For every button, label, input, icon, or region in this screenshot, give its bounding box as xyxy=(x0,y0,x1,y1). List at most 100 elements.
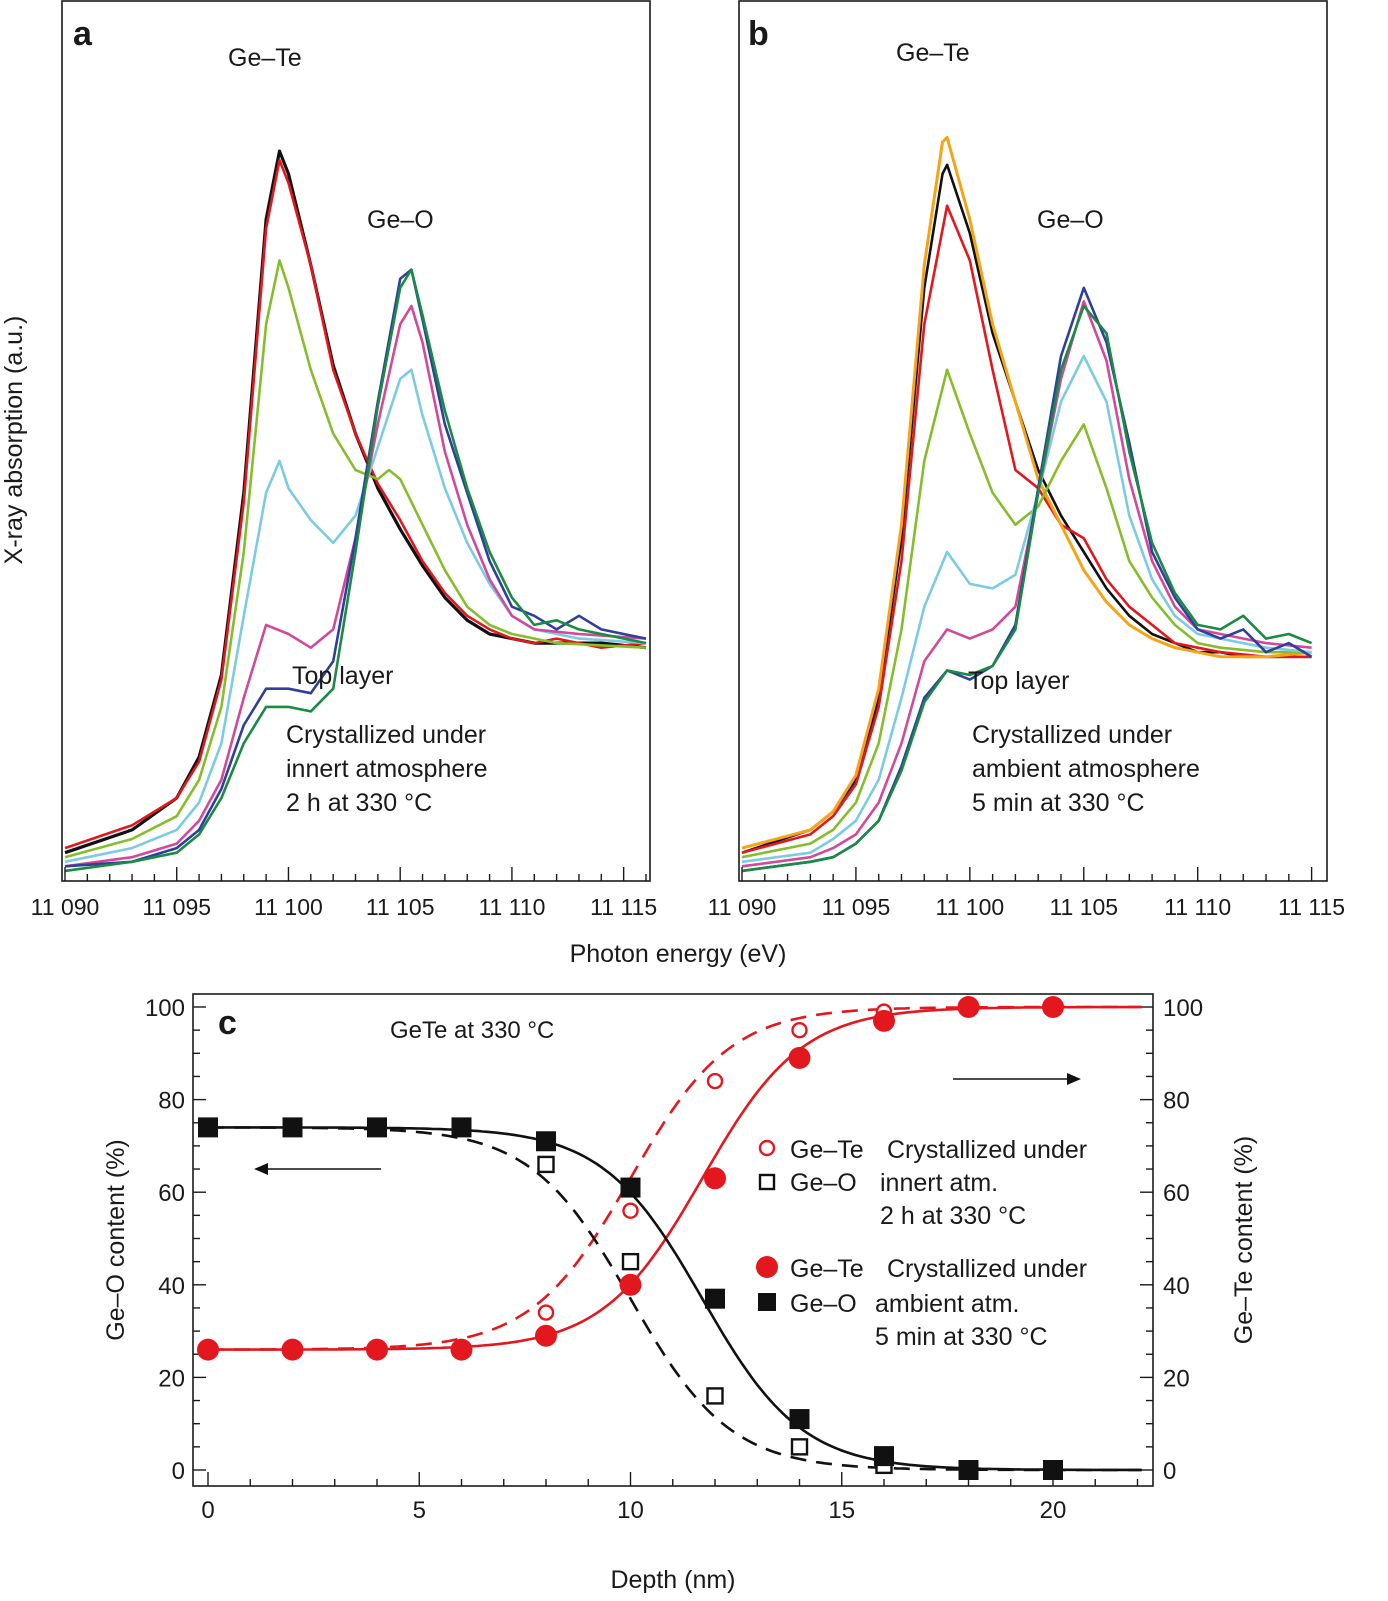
marker-ge-te-ambient xyxy=(788,1046,811,1069)
x-tick-label-a: 11 115 xyxy=(590,894,657,920)
panel-b-condition-line-1: Crystallized under xyxy=(972,721,1172,749)
fit-line-ge-o-ambient-fit xyxy=(208,1126,1142,1472)
panel-c-frame xyxy=(192,993,1154,1487)
panel-c-annotation: GeTe at 330 °C xyxy=(390,1017,554,1044)
spectrum-b-layer-2 xyxy=(741,204,1312,854)
spectrum-a-layer-4 xyxy=(64,368,647,864)
marker-ge-o-ambient xyxy=(874,1446,894,1467)
y-right-tick-label: 80 xyxy=(1163,1088,1190,1115)
marker-ge-te-innert xyxy=(791,1021,808,1039)
marker-ge-te-ambient xyxy=(535,1324,557,1347)
x-tick-label-b: 11 095 xyxy=(822,894,891,920)
panel-b-curves xyxy=(741,135,1313,873)
panel-a-condition-line-3: 2 h at 330 °C xyxy=(286,789,432,817)
legend-innert-line-1: Crystallized under xyxy=(887,1136,1087,1164)
legend-ambient-line-1: Crystallized under xyxy=(887,1255,1087,1283)
x-tick-label-a: 11 105 xyxy=(366,894,435,920)
y-right-tick-label: 0 xyxy=(1163,1458,1176,1485)
x-tick-label-a: 11 100 xyxy=(254,894,323,920)
x-tick-label: 15 xyxy=(828,1497,855,1524)
marker-ge-o-ambient xyxy=(958,1460,979,1480)
panel-a-condition-line-1: Crystallized under xyxy=(286,721,486,749)
panels-ab-x-axis-label: Photon energy (eV) xyxy=(570,940,787,968)
x-tick-label-a: 11 095 xyxy=(142,894,211,920)
x-tick-label-a: 11 090 xyxy=(31,894,100,920)
panel-c-y-axis-label-left: Ge–O content (%) xyxy=(102,1139,130,1340)
panel-c-letter: c xyxy=(218,1004,237,1042)
x-tick-label: 0 xyxy=(201,1497,214,1524)
marker-ge-o-ambient xyxy=(1043,1460,1063,1480)
legend-innert-ge-te: Ge–Te xyxy=(790,1136,864,1164)
panel-a-condition-line-2: innert atmosphere xyxy=(286,755,488,783)
legend-innert-line-3: 2 h at 330 °C xyxy=(880,1202,1026,1230)
marker-ge-o-innert xyxy=(706,1387,724,1405)
legend-open-circle-icon xyxy=(758,1139,776,1157)
legend-filled-square-icon xyxy=(758,1293,776,1311)
legend-open-square-icon xyxy=(758,1173,776,1191)
panel-b-ge-o-label: Ge–O xyxy=(1037,206,1104,234)
legend-ambient-line-2: ambient atm. xyxy=(875,1290,1020,1318)
x-tick-label-b: 11 090 xyxy=(708,894,777,920)
panel-c-fit-curves xyxy=(207,1005,1142,1472)
x-tick-label-a: 11 110 xyxy=(478,894,545,920)
marker-ge-o-ambient xyxy=(451,1117,472,1138)
panel-a-top-layer-label: Top layer xyxy=(292,662,393,690)
marker-ge-o-innert xyxy=(621,1252,640,1271)
panel-a-curves xyxy=(64,149,647,873)
panel-b-top-layer-label: Top layer xyxy=(968,667,1069,695)
y-left-tick-label: 0 xyxy=(172,1458,185,1485)
marker-ge-o-ambient xyxy=(536,1131,556,1152)
x-tick-label-b: 11 105 xyxy=(1049,894,1118,920)
panel-a-x-axis: 11 090 11 095 11 100 11 105 11 110 11 115 xyxy=(31,867,657,920)
spectrum-a-layer-3 xyxy=(64,259,647,859)
panel-a-frame xyxy=(61,0,651,882)
x-tick-label-b: 11 115 xyxy=(1278,894,1345,920)
panel-c-markers xyxy=(197,996,1064,1480)
marker-ge-o-ambient xyxy=(789,1409,810,1430)
panel-b-condition-line-3: 5 min at 330 °C xyxy=(972,789,1145,817)
y-left-tick-label: 60 xyxy=(158,1180,185,1207)
panel-b-letter: b xyxy=(748,15,769,53)
y-right-tick-label: 100 xyxy=(1163,995,1203,1022)
marker-ge-o-ambient xyxy=(705,1288,725,1309)
panel-a: 11 090 11 095 11 100 11 105 11 110 11 115 a G… xyxy=(31,0,657,920)
panel-c-x-axis-label: Depth (nm) xyxy=(610,1566,735,1594)
legend-innert-line-2: innert atm. xyxy=(880,1169,998,1197)
y-right-tick-label: 40 xyxy=(1163,1273,1190,1300)
x-tick-label: 20 xyxy=(1040,1497,1067,1524)
spectrum-b-layer-7 xyxy=(741,286,1313,873)
marker-ge-o-ambient xyxy=(367,1117,387,1138)
y-left-tick-label: 80 xyxy=(158,1088,185,1115)
marker-ge-te-ambient xyxy=(450,1338,473,1361)
marker-ge-te-ambient xyxy=(619,1273,642,1296)
panel-b-x-axis: 11 090 11 095 11 100 11 105 11 110 11 115 xyxy=(708,867,1345,920)
marker-ge-te-ambient xyxy=(957,996,980,1018)
marker-ge-te-ambient xyxy=(704,1167,726,1190)
panel-c-y-axis-label-right: Ge–Te content (%) xyxy=(1230,1136,1258,1344)
y-right-tick-label: 60 xyxy=(1163,1180,1190,1207)
panel-a-letter: a xyxy=(73,15,93,53)
panels-ab-y-axis-label: X-ray absorption (a.u.) xyxy=(0,316,28,565)
spectrum-a-layer-7 xyxy=(64,268,647,873)
spectrum-a-layer-2 xyxy=(64,158,647,850)
y-right-tick-label: 20 xyxy=(1163,1365,1190,1392)
left-axis-arrow xyxy=(254,1163,381,1175)
spectrum-b-layer-3 xyxy=(741,135,1312,850)
panel-a-ge-te-label: Ge–Te xyxy=(228,44,302,72)
right-axis-arrow xyxy=(953,1073,1081,1085)
legend-ambient-ge-te: Ge–Te xyxy=(790,1255,864,1283)
marker-ge-o-ambient xyxy=(198,1117,218,1138)
x-tick-label-b: 11 100 xyxy=(936,894,1005,920)
legend-innert-ge-o: Ge–O xyxy=(790,1169,857,1197)
legend-ambient-line-3: 5 min at 330 °C xyxy=(875,1323,1048,1351)
spectrum-b-layer-8 xyxy=(741,304,1313,873)
fit-line-ge-te-ambient-fit xyxy=(208,1005,1142,1351)
y-left-tick-label: 40 xyxy=(158,1273,185,1300)
marker-ge-o-ambient xyxy=(620,1177,641,1198)
marker-ge-te-innert xyxy=(706,1072,724,1090)
panel-b: 11 090 11 095 11 100 11 105 11 110 11 115 b G… xyxy=(708,0,1345,920)
marker-ge-te-ambient xyxy=(873,1009,895,1032)
